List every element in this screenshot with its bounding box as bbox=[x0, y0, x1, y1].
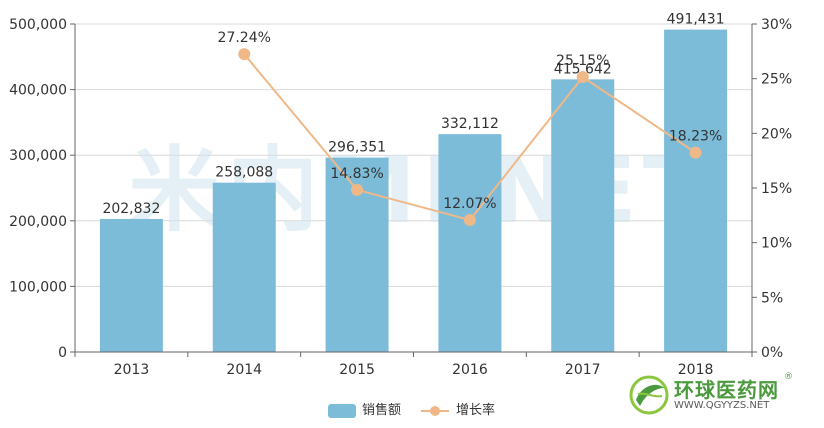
bar bbox=[212, 182, 276, 352]
y-left-tick-label: 200,000 bbox=[9, 214, 67, 230]
y-right-tick-label: 0% bbox=[761, 345, 783, 361]
growth-point bbox=[351, 183, 364, 196]
y-right-tick-label: 5% bbox=[761, 290, 783, 306]
x-tick-label: 2013 bbox=[114, 362, 150, 378]
y-left-tick-label: 100,000 bbox=[9, 279, 67, 295]
chart-legend: 销售额 增长率 bbox=[0, 401, 824, 421]
x-tick-label: 2017 bbox=[565, 362, 601, 378]
y-right-tick-label: 15% bbox=[761, 181, 792, 197]
bar bbox=[438, 134, 502, 352]
bar-data-label: 296,351 bbox=[328, 140, 386, 156]
x-tick-label: 2015 bbox=[339, 362, 375, 378]
site-logo: 环球医药网 ® WWW.QGYYZS.NET bbox=[628, 372, 816, 420]
y-left-tick-label: 300,000 bbox=[9, 148, 67, 164]
x-tick-label: 2018 bbox=[678, 362, 714, 378]
bar-data-label: 415,642 bbox=[554, 61, 612, 77]
bar-data-label: 491,431 bbox=[667, 12, 725, 28]
legend-swatch-line bbox=[421, 406, 449, 416]
x-tick-label: 2014 bbox=[226, 362, 262, 378]
logo-registered: ® bbox=[784, 372, 793, 382]
y-right-tick-label: 10% bbox=[761, 236, 792, 252]
bar bbox=[664, 29, 728, 352]
growth-point bbox=[689, 146, 702, 159]
growth-data-label: 14.83% bbox=[330, 166, 383, 182]
bar bbox=[551, 79, 615, 353]
y-right-tick-label: 25% bbox=[761, 72, 792, 88]
bar-data-label: 258,088 bbox=[215, 165, 273, 181]
combo-chart: 米内MENET202,832258,088296,351332,112415,6… bbox=[9, 12, 792, 378]
bar-data-label: 202,832 bbox=[102, 201, 160, 217]
y-left-tick-label: 400,000 bbox=[9, 83, 67, 99]
y-left-tick-label: 500,000 bbox=[9, 17, 67, 33]
growth-point bbox=[576, 71, 589, 84]
growth-data-label: 27.24% bbox=[218, 30, 271, 46]
growth-data-label: 18.23% bbox=[669, 129, 722, 145]
growth-point bbox=[463, 214, 476, 227]
legend-label-growth: 增长率 bbox=[456, 403, 496, 418]
bar bbox=[99, 218, 163, 352]
bar-data-label: 332,112 bbox=[441, 116, 499, 132]
globe-leaf-icon bbox=[629, 375, 669, 415]
y-left-tick-label: 0 bbox=[58, 345, 67, 361]
legend-swatch-bar bbox=[328, 404, 356, 418]
y-right-tick-label: 20% bbox=[761, 126, 792, 142]
growth-data-label: 12.07% bbox=[443, 196, 496, 212]
logo-url: WWW.QGYYZS.NET bbox=[674, 400, 770, 411]
y-right-tick-label: 30% bbox=[761, 17, 792, 33]
growth-point bbox=[238, 48, 251, 61]
legend-label-sales: 销售额 bbox=[362, 403, 402, 418]
logo-title: 环球医药网 bbox=[674, 378, 779, 402]
x-tick-label: 2016 bbox=[452, 362, 488, 378]
growth-data-label: 25.15% bbox=[556, 53, 609, 69]
